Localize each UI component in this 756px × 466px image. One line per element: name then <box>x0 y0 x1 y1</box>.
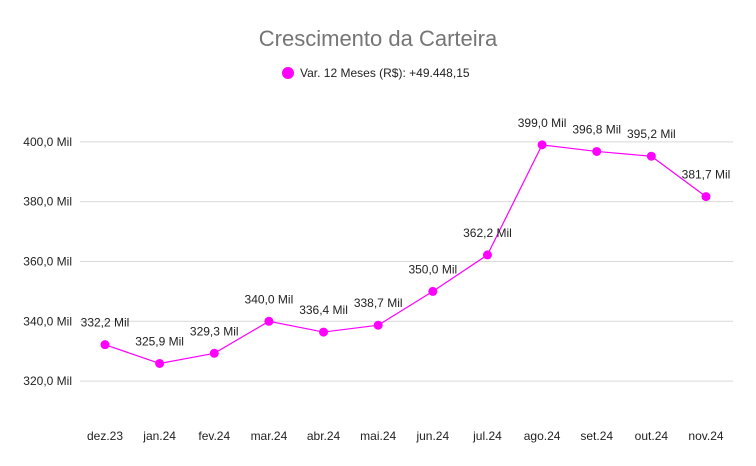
x-tick-label: ago.24 <box>524 429 561 443</box>
y-tick-label: 360,0 Mil <box>23 254 72 268</box>
x-tick-label: fev.24 <box>198 429 230 443</box>
data-point <box>482 250 492 260</box>
data-point <box>646 151 656 161</box>
x-tick-label: mar.24 <box>251 429 288 443</box>
chart-title: Crescimento da Carteira <box>259 26 498 51</box>
series-line-path <box>104 144 707 365</box>
x-tick-label: jun.24 <box>415 429 449 443</box>
series-points <box>100 140 711 368</box>
data-point <box>155 358 165 368</box>
data-point <box>264 316 274 326</box>
data-label: 399,0 Mil <box>518 116 567 130</box>
data-labels: 332,2 Mil 325,9 Mil 329,3 Mil 340,0 Mil 336,… <box>81 116 731 349</box>
legend: Var. 12 Meses (R$): +49.448,15 <box>282 66 470 80</box>
x-tick-label: dez.23 <box>87 429 123 443</box>
x-tick-label: abr.24 <box>307 429 341 443</box>
data-label: 350,0 Mil <box>408 262 457 276</box>
data-label: 381,7 Mil <box>682 168 731 182</box>
data-label: 340,0 Mil <box>245 292 294 306</box>
series-line <box>104 144 707 365</box>
data-label: 332,2 Mil <box>81 316 130 330</box>
gridlines <box>80 141 733 382</box>
data-label: 325,9 Mil <box>135 334 184 348</box>
x-tick-label: mai.24 <box>360 429 396 443</box>
x-tick-label: set.24 <box>580 429 613 443</box>
data-point <box>209 348 219 358</box>
data-label: 336,4 Mil <box>299 303 348 317</box>
data-point <box>373 320 383 330</box>
data-point <box>537 140 547 150</box>
data-label: 338,7 Mil <box>354 296 403 310</box>
data-point <box>592 146 602 156</box>
x-tick-label: jan.24 <box>142 429 176 443</box>
y-axis-ticks: 320,0 Mil 340,0 Mil 360,0 Mil 380,0 Mil 400,… <box>23 135 72 388</box>
x-tick-label: jul.24 <box>472 429 502 443</box>
y-tick-label: 400,0 Mil <box>23 135 72 149</box>
y-tick-label: 380,0 Mil <box>23 195 72 209</box>
x-axis-ticks: dez.23 jan.24 fev.24 mar.24 abr.24 mai.24 jun.… <box>87 429 724 443</box>
legend-marker <box>282 67 294 79</box>
data-label: 329,3 Mil <box>190 324 239 338</box>
y-tick-label: 340,0 Mil <box>23 314 72 328</box>
data-point <box>100 340 110 350</box>
data-label: 395,2 Mil <box>627 127 676 141</box>
data-label: 396,8 Mil <box>572 122 621 136</box>
y-tick-label: 320,0 Mil <box>23 374 72 388</box>
x-tick-label: nov.24 <box>688 429 723 443</box>
data-point <box>701 192 711 202</box>
data-label: 362,2 Mil <box>463 226 512 240</box>
data-point <box>428 286 438 296</box>
x-tick-label: out.24 <box>635 429 669 443</box>
legend-label: Var. 12 Meses (R$): +49.448,15 <box>300 66 470 80</box>
data-point <box>319 327 329 337</box>
